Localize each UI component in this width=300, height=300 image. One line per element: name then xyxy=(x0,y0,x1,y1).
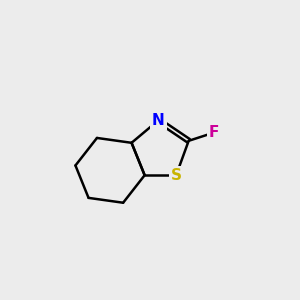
Text: F: F xyxy=(208,125,219,140)
Text: N: N xyxy=(152,113,165,128)
Text: S: S xyxy=(171,168,182,183)
